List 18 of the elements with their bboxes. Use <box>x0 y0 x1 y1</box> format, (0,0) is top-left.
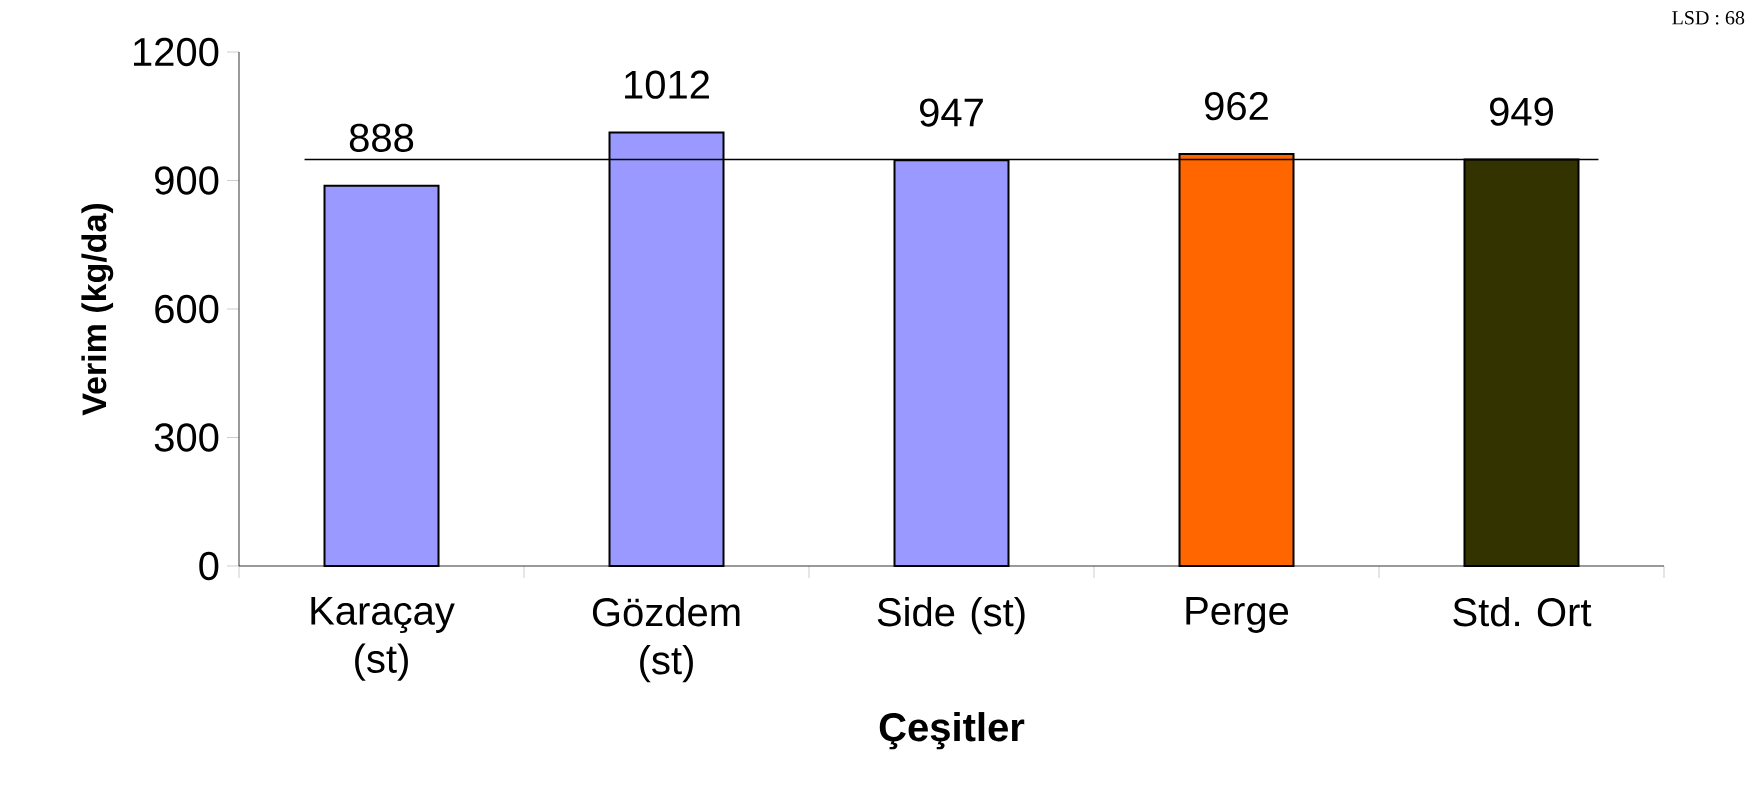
data-label: 1012 <box>625 70 709 99</box>
x-tick-label: Std. Ort <box>1453 597 1592 627</box>
data-label: 962 <box>1205 91 1268 121</box>
y-axis-title: Verim (kg/da) <box>81 203 114 416</box>
data-label: 949 <box>1490 97 1553 126</box>
data-label: 888 <box>349 123 414 152</box>
data-label: 947 <box>920 98 983 127</box>
x-tick-label: Side (st) <box>877 597 1025 635</box>
y-tick-label: 1200 <box>134 37 219 67</box>
x-tick-label: Karaçay (st) <box>311 597 455 681</box>
y-tick-label: 600 <box>155 294 219 324</box>
x-axis-title: Çeşitler <box>879 712 1025 750</box>
x-tick-label: Perge <box>1186 597 1289 633</box>
y-tick-label: 300 <box>154 423 219 452</box>
y-tick-label: 0 <box>199 551 219 581</box>
text: LSD : 68 <box>1672 11 1745 25</box>
x-tick-label: Gözdem (st) <box>592 597 740 683</box>
y-tick-label: 900 <box>155 166 219 195</box>
